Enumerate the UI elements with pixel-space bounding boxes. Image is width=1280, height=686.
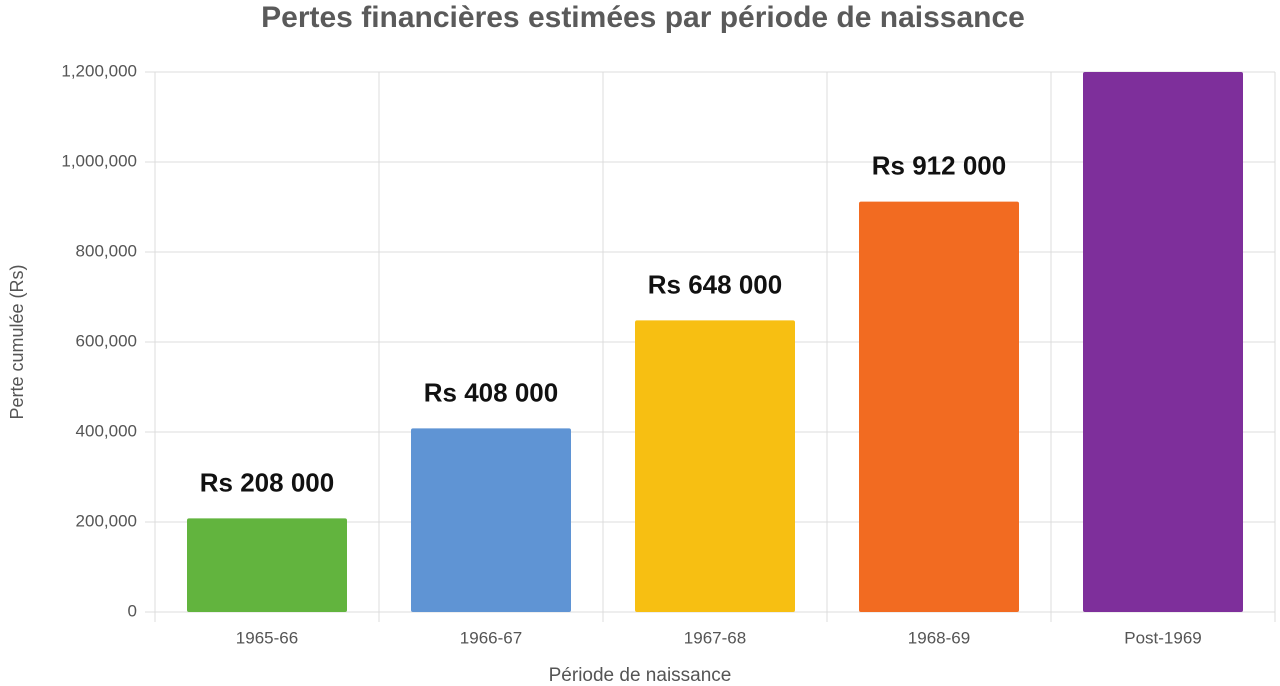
value-label: Rs 912 000 (872, 150, 1006, 180)
bar (859, 201, 1019, 612)
y-tick-label: 0 (128, 601, 137, 620)
y-axis-label: Perte cumulée (Rs) (7, 264, 27, 419)
y-tick-label: 1,200,000 (61, 61, 137, 80)
value-label: Rs 208 000 (200, 467, 334, 497)
chart-title: Pertes financières estimées par période … (261, 1, 1025, 34)
y-tick-label: 200,000 (76, 511, 137, 530)
y-tick-label: 400,000 (76, 421, 137, 440)
x-tick-label: 1968-69 (908, 628, 970, 647)
bar (411, 428, 571, 612)
x-tick-label: Post-1969 (1124, 628, 1202, 647)
value-label: Rs 648 000 (648, 269, 782, 299)
x-tick-label: 1965-66 (236, 628, 298, 647)
y-tick-label: 600,000 (76, 331, 137, 350)
bar (1083, 72, 1243, 612)
bar (635, 320, 795, 612)
value-label: Rs 408 000 (424, 377, 558, 407)
y-tick-label: 800,000 (76, 241, 137, 260)
x-tick-label: 1967-68 (684, 628, 746, 647)
x-axis-label: Période de naissance (549, 665, 732, 686)
x-tick-label: 1966-67 (460, 628, 522, 647)
bar (187, 518, 347, 612)
y-tick-label: 1,000,000 (61, 151, 137, 170)
